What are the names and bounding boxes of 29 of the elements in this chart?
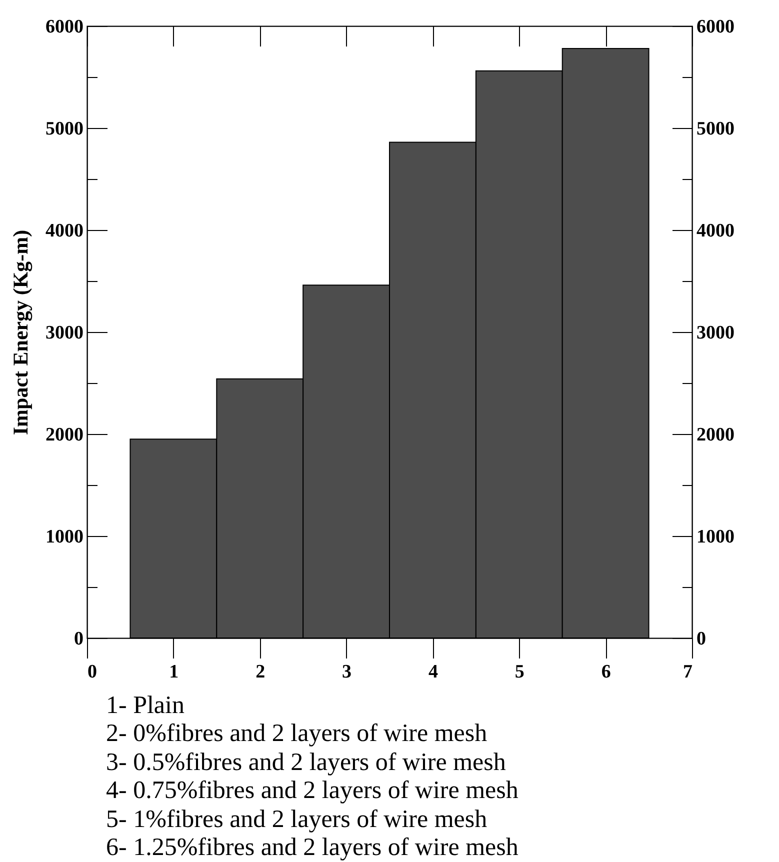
x-tick-label: 0 (88, 662, 97, 682)
y2-tick-label: 3000 (696, 322, 734, 344)
y-tick-label: 5000 (46, 118, 84, 140)
x-tick-label: 7 (683, 662, 693, 682)
text: 5- 1%fibres and 2 layers of wire mesh (106, 806, 488, 834)
x-tick-label: 3 (342, 662, 352, 682)
y2-tick-label: 1000 (696, 526, 734, 548)
text: 4- 0.75%fibres and 2 layers of wire mesh (106, 777, 518, 806)
y-tick-label: 0 (74, 628, 84, 650)
y2-tick-label: 6000 (696, 16, 734, 38)
y2-tick-label: 5000 (696, 118, 734, 140)
y2-tick-label: 0 (696, 628, 706, 650)
y-axis-title: Impact Energy (Kg-m) (8, 230, 32, 436)
y-tick-label: 1000 (46, 526, 84, 548)
y-tick-label: 2000 (46, 424, 84, 446)
text: 2- 0%fibres and 2 layers of wire mesh (106, 720, 488, 749)
y-tick-label: 4000 (46, 220, 84, 242)
y2-tick-label: 4000 (696, 220, 734, 242)
y2-tick-label: 2000 (696, 424, 734, 446)
x-tick-label: 1 (169, 662, 179, 682)
x-tick-label: 4 (428, 662, 438, 682)
text: 3- 0.5%fibres and 2 layers of wire mesh (106, 748, 507, 778)
x-tick-label: 2 (256, 662, 266, 682)
y-tick-label: 3000 (46, 322, 84, 344)
x-tick-label: 6 (601, 662, 611, 682)
text: 6- 1.25%fibres and 2 layers of wire mesh (106, 834, 518, 862)
x-tick-label: 5 (514, 662, 524, 682)
text: 1- Plain (106, 692, 186, 720)
y-tick-label: 6000 (46, 16, 84, 38)
